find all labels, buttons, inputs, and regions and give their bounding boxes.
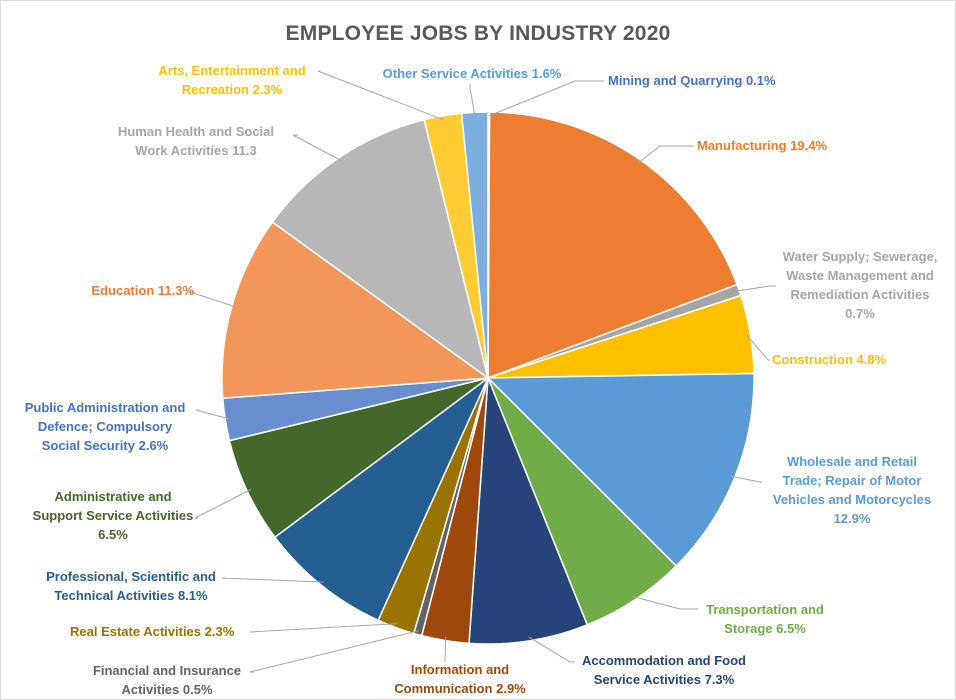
slice-label-5: Wholesale and Retail Trade; Repair of Mot… [772,454,932,526]
pie-slice-2 [487,111,739,380]
pie-slice-15 [271,118,490,380]
leader-line-11 [221,577,324,583]
leader-line-15 [292,134,342,162]
slice-label-17: Other Service Activities 1.6% [382,66,562,81]
leader-line-6 [632,596,698,610]
slice-label-2: Manufacturing 19.4% [697,138,828,153]
leader-lines [189,70,776,673]
slice-label-11: Professional, Scientific and Technical Ac… [46,569,216,603]
leader-line-16 [317,70,444,121]
leader-line-12 [194,489,252,519]
pie-slice-7 [468,377,589,645]
leader-line-1 [488,80,604,117]
slice-label-8: Information and Communication 2.9% [394,662,526,696]
pie-slice-5 [486,372,755,568]
slice-label-3: Water Supply; Sewerage, Waste Management … [782,249,938,321]
slice-label-6: Transportation and Storage 6.5% [706,602,824,636]
leader-line-9 [249,630,419,673]
leader-line-10 [249,623,398,633]
leader-line-5 [730,475,762,483]
leader-line-17 [469,84,476,117]
slice-label-12: Administrative and Support Service Activi… [32,489,194,542]
leader-line-13 [195,409,230,420]
slice-label-4: Construction 4.8% [772,352,887,367]
pie-slices [221,111,755,645]
slice-label-10: Real Estate Activities 2.3% [70,624,235,639]
leader-line-8 [444,636,447,662]
slice-label-14: Education 11.3% [91,283,194,298]
slice-label-9: Financial and Insurance Activities 0.5% [92,663,242,697]
slice-label-1: Mining and Quarrying 0.1% [608,73,776,88]
leader-line-2 [637,145,694,164]
chart-title: EMPLOYEE JOBS BY INDUSTRY 2020 [285,22,671,45]
leader-line-4 [746,334,770,361]
leader-line-3 [735,285,776,292]
slice-label-15: Human Health and Social Work Activities 1… [117,124,275,158]
leader-line-7 [528,636,575,663]
slice-label-13: Public Administration and Defence; Compul… [24,400,186,453]
pie-slice-11 [273,377,489,622]
leader-line-14 [189,291,236,308]
slice-label-16: Arts, Entertainment and Recreation 2.3% [158,63,306,97]
slice-label-7: Accommodation and Food Service Activities… [582,653,746,687]
